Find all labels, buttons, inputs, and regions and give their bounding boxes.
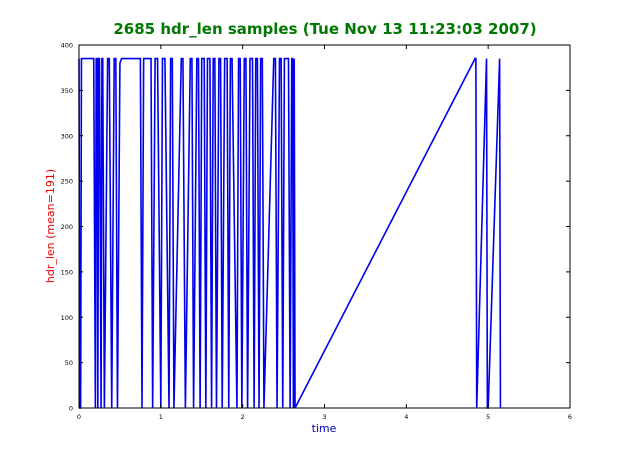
x-tick-label-0: 0 [77,413,81,421]
x-tick-label-5: 5 [486,413,490,421]
y-tick-label-7: 350 [61,87,73,95]
tick-layer: 0 1 2 3 4 5 6 0 50 100 150 200 250 300 350 400 [61,42,572,422]
y-tick-label-8: 400 [61,42,73,50]
y-tick-label-1: 50 [65,359,73,367]
y-tick-label-0: 0 [69,405,73,413]
plot-area: 0 1 2 3 4 5 6 0 50 100 150 200 250 300 350 400 [61,42,572,422]
y-tick-label-5: 250 [61,178,73,186]
y-tick-label-4: 200 [61,223,73,231]
y-tick-label-2: 100 [61,314,73,322]
chart-title: 2685 hdr_len samples (Tue Nov 13 11:23:0… [113,20,536,38]
series-layer [78,57,502,409]
x-tick-label-4: 4 [404,413,408,421]
x-tick-label-2: 2 [241,413,245,421]
y-axis-label: hdr_len (mean=191) [44,169,57,283]
x-tick-label-3: 3 [322,413,326,421]
x-axis-label: time [312,422,337,435]
y-tick-label-3: 150 [61,268,73,276]
series-line-0 [78,57,502,409]
x-tick-label-1: 1 [159,413,163,421]
y-tick-label-6: 300 [61,132,73,140]
x-tick-label-6: 6 [568,413,572,421]
